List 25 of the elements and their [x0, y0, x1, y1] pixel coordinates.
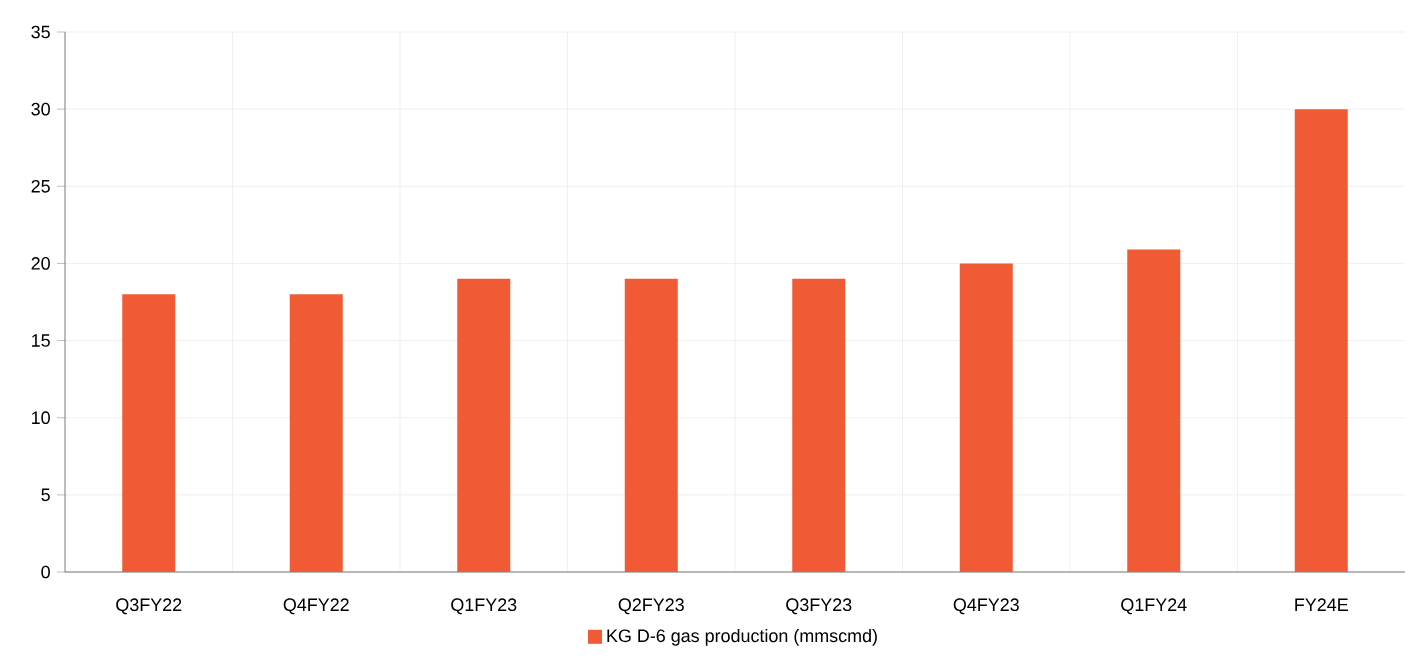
legend-label: KG D-6 gas production (mmscmd): [607, 628, 877, 646]
y-tick-label: 15: [32, 334, 50, 347]
x-tick-label: Q4FY23: [953, 598, 1019, 615]
y-tick-label: 25: [31, 179, 50, 193]
y-tick-label: 30: [31, 102, 50, 116]
bar: [457, 278, 511, 572]
x-tick-label: Q2FY23: [618, 598, 684, 615]
x-tick-label: Q3FY22: [116, 598, 182, 615]
bar: [624, 278, 678, 572]
x-tick-label: Q1FY24: [1121, 598, 1187, 615]
x-tick-label: Q1FY23: [451, 598, 517, 615]
y-tick-label: 10: [32, 411, 50, 425]
y-tick-label: 20: [31, 257, 50, 270]
bar: [1127, 249, 1181, 572]
bar: [122, 294, 176, 572]
x-tick-label: Q4FY22: [283, 598, 349, 615]
bar: [289, 294, 343, 572]
y-tick-label: 35: [31, 25, 50, 39]
y-tick-label: 0: [41, 565, 50, 579]
bar: [959, 263, 1013, 572]
x-tick-label: Q3FY23: [786, 598, 852, 615]
bar: [1294, 109, 1348, 572]
x-tick-label: FY24E: [1295, 598, 1348, 611]
y-tick-label: 5: [41, 488, 50, 502]
bar: [792, 278, 846, 572]
